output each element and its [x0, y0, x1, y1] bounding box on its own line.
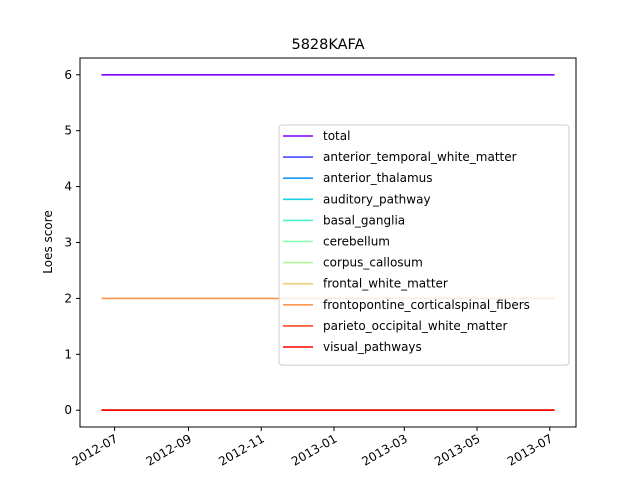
x-tick-label: 2013-03 — [359, 431, 409, 468]
chart-title: 5828KAFA — [291, 37, 364, 53]
x-axis: 2012-07 2012-09 2012-11 2013-01 2013-03 2013-… — [70, 427, 555, 469]
y-tick-label: 1 — [64, 347, 72, 361]
legend-label: frontopontine_corticalspinal_fibers — [323, 298, 530, 312]
legend-label: parieto_occipital_white_matter — [323, 319, 508, 333]
legend-label: total — [323, 129, 350, 143]
y-tick-label: 6 — [64, 68, 72, 82]
legend-label: visual_pathways — [323, 340, 422, 354]
x-tick-label: 2013-05 — [432, 431, 482, 468]
y-tick-label: 5 — [64, 124, 72, 138]
y-axis: 0 1 2 3 4 5 6 — [64, 68, 80, 417]
legend-label: corpus_callosum — [323, 256, 423, 270]
x-tick-label: 2012-09 — [144, 431, 194, 468]
y-tick-label: 4 — [64, 180, 72, 194]
y-axis-label: Loes score — [41, 210, 55, 274]
legend-label: auditory_pathway — [323, 192, 431, 206]
legend-label: anterior_temporal_white_matter — [323, 150, 517, 164]
x-tick-label: 2013-01 — [289, 431, 339, 468]
legend-label: cerebellum — [323, 235, 390, 249]
legend: total anterior_temporal_white_matteranter… — [278, 124, 570, 366]
x-tick-label: 2013-07 — [505, 431, 555, 468]
x-tick-label: 2012-07 — [70, 431, 120, 468]
legend-label: basal_ganglia — [323, 213, 405, 227]
legend-label: anterior_thalamus — [323, 171, 433, 185]
y-tick-label: 3 — [64, 236, 72, 250]
x-tick-label: 2012-11 — [216, 431, 266, 468]
legend-box — [278, 124, 570, 366]
y-tick-label: 0 — [64, 403, 72, 417]
y-tick-label: 2 — [64, 291, 72, 305]
legend-label: frontal_white_matter — [323, 277, 448, 291]
